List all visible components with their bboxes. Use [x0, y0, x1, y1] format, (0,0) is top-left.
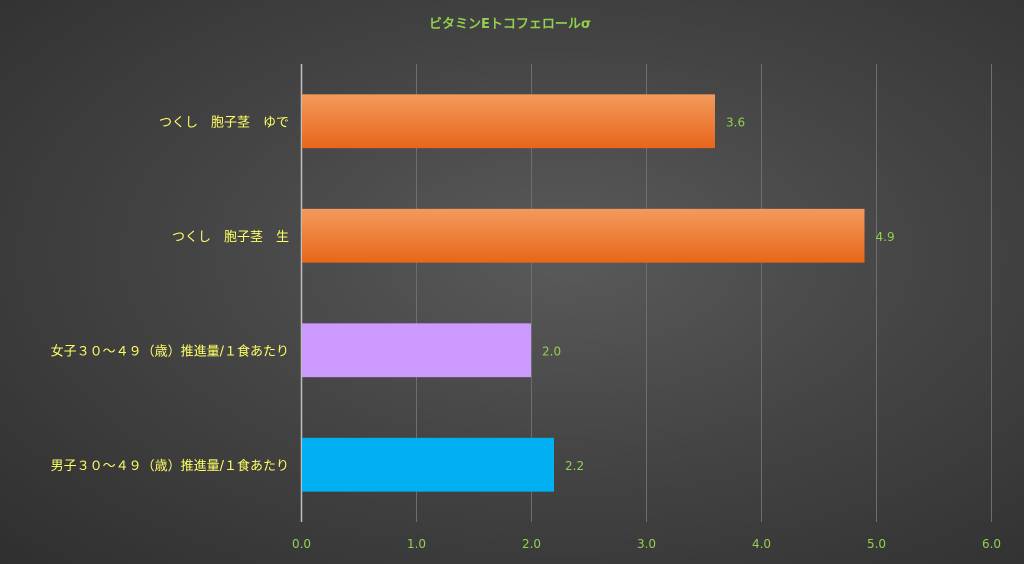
chart-title: ビタミンEトコフェロールσ	[429, 16, 591, 32]
x-tick-label: 4.0	[752, 537, 771, 551]
data-label: 4.9	[876, 230, 895, 244]
category-label: 男子３０～４９（歳）推進量/１食あたり	[51, 458, 289, 474]
x-tick-label: 2.0	[522, 537, 541, 551]
data-label: 2.0	[542, 344, 561, 358]
data-label: 2.2	[565, 459, 584, 473]
label-layer: 0.0 1.0 2.0 3.0 4.0 5.0 6.0 3.6 つくし 胞子茎 ゆで 4.9 つくし…	[51, 115, 1001, 551]
bar-layer	[302, 94, 865, 492]
bar	[302, 323, 531, 378]
x-tick-label: 0.0	[292, 537, 311, 551]
bar	[302, 437, 554, 492]
data-label: 3.6	[726, 115, 745, 129]
x-tick-label: 6.0	[982, 537, 1001, 551]
category-label: 女子３０～４９（歳）推進量/１食あたり	[51, 343, 289, 359]
x-tick-label: 3.0	[637, 537, 656, 551]
category-label: つくし 胞子茎 ゆで	[159, 115, 289, 130]
x-tick-label: 1.0	[407, 537, 426, 551]
category-label: つくし 胞子茎 生	[172, 230, 289, 245]
bar	[302, 94, 715, 149]
bar	[302, 208, 865, 263]
x-tick-label: 5.0	[867, 537, 886, 551]
